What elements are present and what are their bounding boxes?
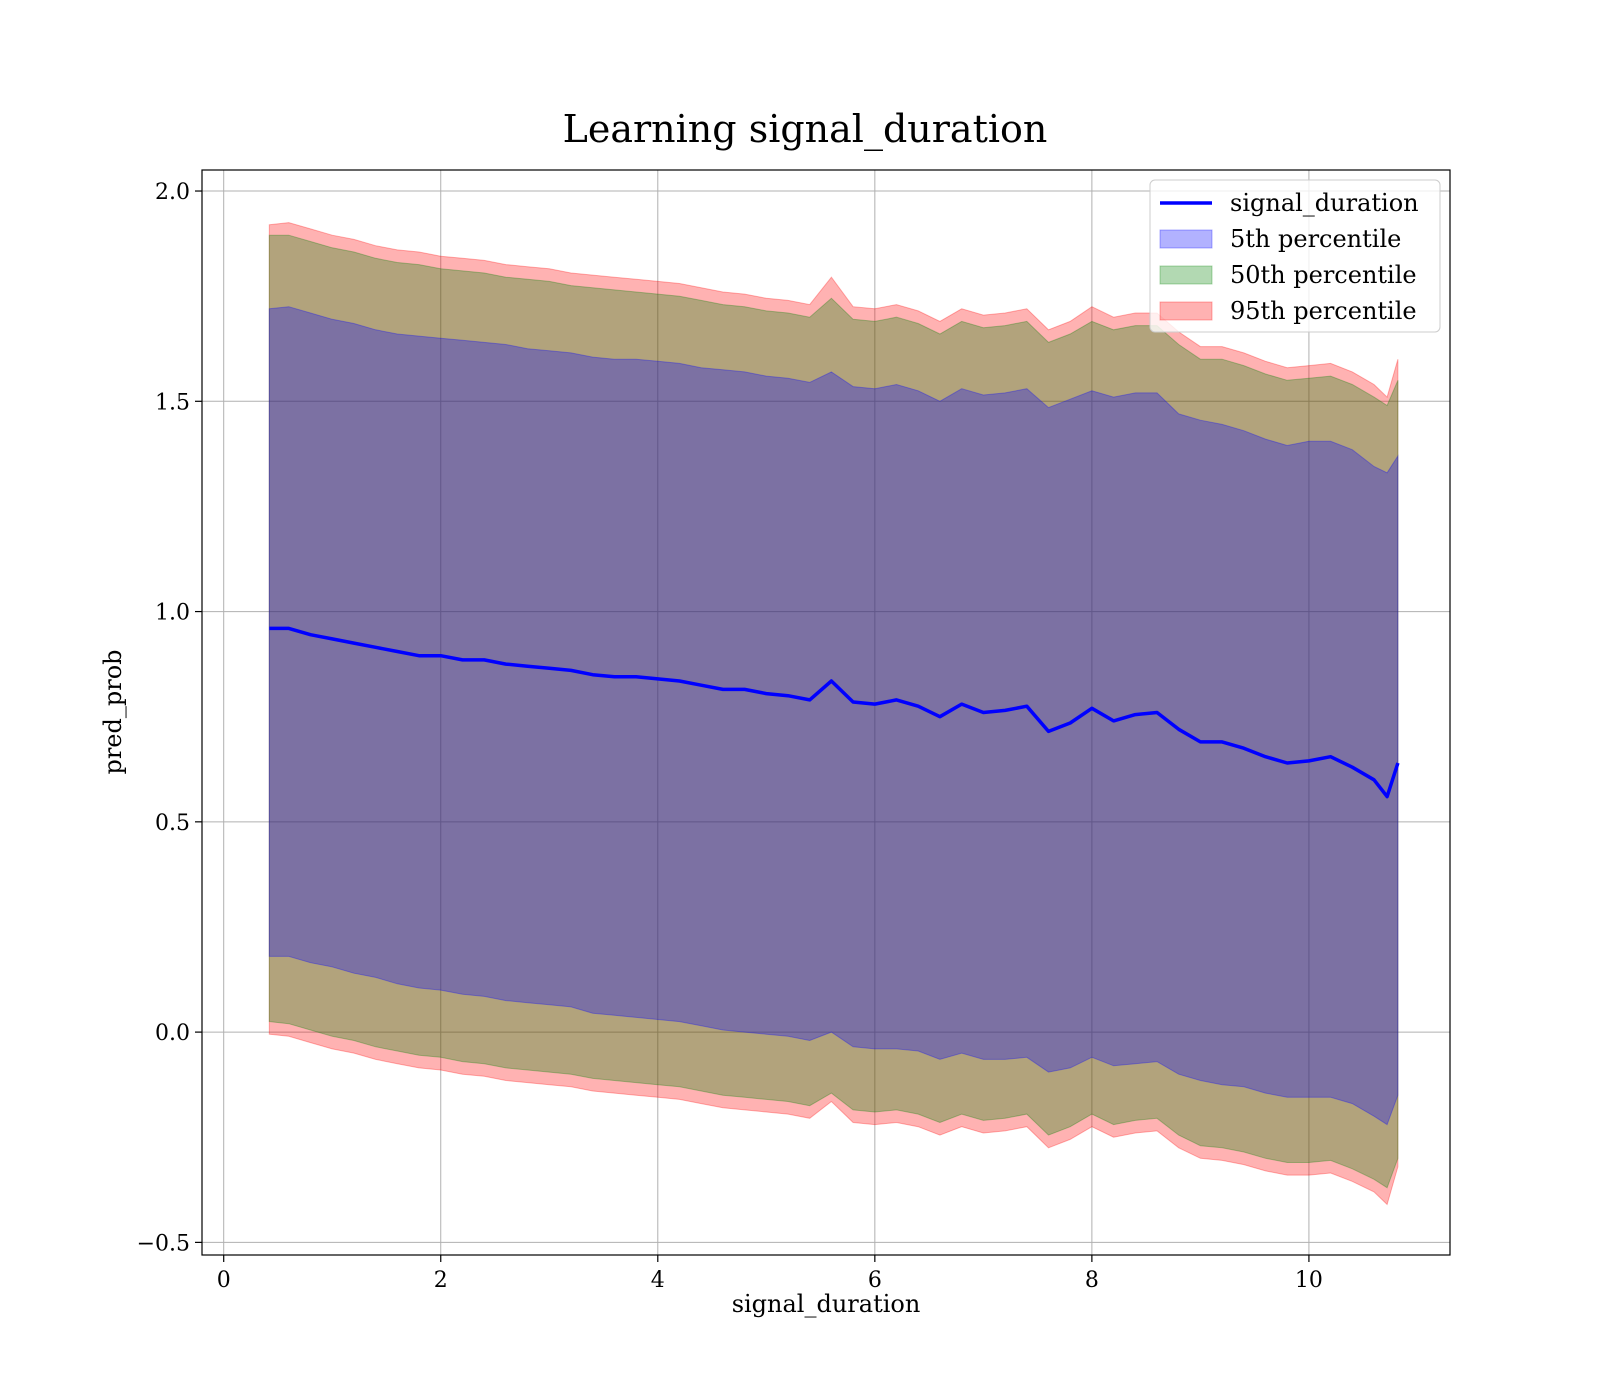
legend-label-5th: 5th percentile [1230,225,1401,253]
x-tick-label: 10 [1295,1268,1323,1293]
band-50th-percentile [268,234,1399,1189]
plot-frame [201,169,1451,1256]
y-axis-label: pred_prob [99,649,127,774]
series-line-signal-duration [269,626,1400,799]
x-tick-label: 6 [868,1268,882,1293]
legend-swatch-5th [1159,229,1213,249]
band-95th-percentile [268,222,1399,1206]
x-axis-ticks: 0 2 4 6 8 10 [217,1255,1323,1293]
x-tick-label: 2 [434,1268,448,1293]
legend-swatch-50th [1159,265,1213,285]
y-tick-label: 2.0 [155,180,190,205]
legend-label-50th: 50th percentile [1230,261,1417,289]
percentile-bands [268,222,1399,1206]
grid [202,170,1450,1255]
y-tick-label: 0.0 [155,1021,190,1046]
y-tick-label: −0.5 [137,1231,190,1256]
x-tick-label: 8 [1085,1268,1099,1293]
y-tick-label: 1.5 [155,390,190,415]
legend-box [1149,179,1441,333]
x-axis-label: signal_duration [732,1290,921,1318]
y-axis-ticks: −0.5 0.0 0.5 1.0 1.5 2.0 [137,180,202,1256]
legend: signal_duration 5th percentile 50th perc… [1149,179,1441,333]
series-lines [269,626,1400,799]
y-tick-label: 0.5 [155,811,190,836]
legend-swatch-95th [1159,301,1213,321]
plot-area [201,169,1451,1256]
legend-label-95th: 95th percentile [1230,297,1417,325]
y-tick-label: 1.0 [155,601,190,626]
x-tick-label: 4 [651,1268,665,1293]
plot-background [202,170,1450,1255]
band-5th-percentile [268,306,1399,1126]
x-tick-label: 0 [217,1268,231,1293]
legend-label-signal-duration: signal_duration [1230,189,1419,217]
chart-title: Learning signal_duration [563,107,1048,152]
